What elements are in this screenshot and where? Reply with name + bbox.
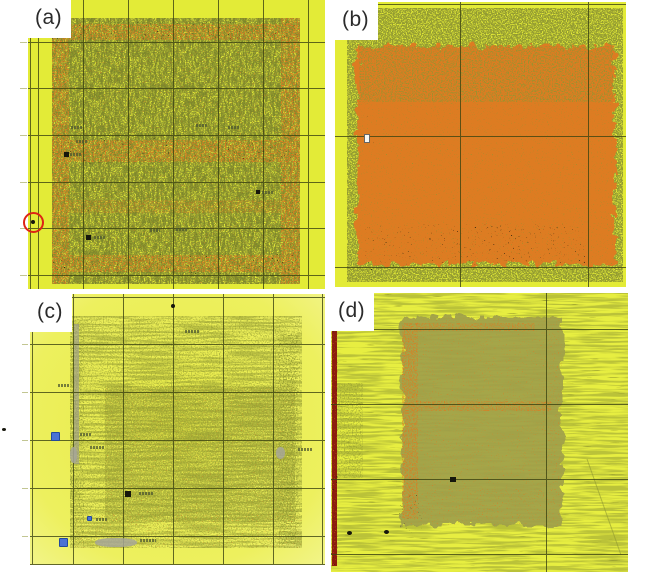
panel-c-annotation-5	[90, 446, 104, 449]
panel-a-defect-dot	[31, 220, 35, 224]
panel-c-flag-1	[51, 432, 60, 441]
panel-a-marker-1	[64, 152, 69, 157]
panel-a-marker-3	[256, 190, 260, 194]
panel-a-label: (a)	[28, 0, 72, 38]
panel-a: (a)	[28, 0, 325, 289]
panel-c-margin-dash	[2, 428, 6, 431]
panel-a-annotation-9	[150, 229, 160, 232]
panel-c-flag-2	[59, 538, 68, 547]
panel-a-annotation-1	[71, 126, 83, 129]
panel-c-annotation-8	[298, 448, 312, 451]
panel-c-annotation-6	[96, 518, 108, 521]
panel-d-label: (d)	[331, 293, 375, 331]
panel-c-label: (c)	[30, 294, 72, 332]
panel-a-annotation-5	[196, 124, 208, 127]
panel-a-annotation-2	[76, 140, 87, 143]
panel-c: (c)	[30, 294, 325, 565]
panel-c-gray-blob-3	[276, 447, 285, 459]
panel-c-dot-top	[171, 304, 175, 308]
panel-a-annotation-3	[70, 153, 82, 156]
panel-b-cursor	[364, 134, 370, 143]
panel-d: (d)	[331, 293, 628, 572]
panel-c-annotation-2	[185, 330, 199, 333]
panel-c-annotation-7	[140, 539, 156, 542]
panel-c-flag-3	[87, 516, 92, 521]
panel-d-scan-image	[331, 293, 628, 572]
panel-c-annotation-3	[58, 384, 70, 387]
panel-a-annotation-4	[94, 236, 106, 239]
panel-d-marker-1	[450, 477, 456, 482]
panel-b-scan-image	[335, 2, 626, 287]
panel-c-gray-blob-2	[70, 447, 77, 463]
panel-c-marker-1	[125, 491, 131, 497]
panel-d-dot-1	[347, 531, 352, 535]
panel-a-annotation-7	[176, 228, 188, 231]
panel-b-label: (b)	[335, 2, 379, 40]
panel-a-annotation-6	[228, 126, 240, 129]
panel-c-gray-blob-1	[95, 538, 137, 547]
panel-d-dot-2	[384, 530, 389, 534]
panel-a-marker-2	[86, 235, 91, 240]
panel-a-scan-image	[28, 0, 325, 289]
panel-c-scan-image	[30, 294, 325, 565]
defect-highlight-circle	[23, 212, 44, 233]
panel-c-annotation-1	[139, 492, 153, 495]
panel-a-annotation-8	[262, 191, 274, 194]
panel-b: (b)	[335, 2, 626, 287]
panel-c-annotation-4	[80, 433, 92, 436]
